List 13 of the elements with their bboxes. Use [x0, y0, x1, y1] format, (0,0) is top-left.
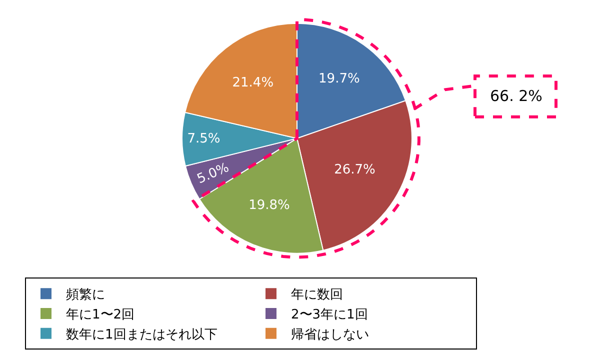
data-label: 19.8%: [248, 198, 290, 213]
data-label: 21.4%: [232, 75, 274, 90]
legend-label: 年に数回: [291, 288, 343, 303]
data-label: 7.5%: [187, 132, 220, 147]
data-label: 26.7%: [334, 162, 376, 178]
legend-label: 数年に1回またはそれ以下: [66, 327, 218, 342]
legend-label: 2〜3年に1回: [291, 308, 368, 323]
data-label: 19.7%: [318, 72, 360, 87]
data-label: 5.0%: [195, 160, 232, 188]
legend-label: 帰省はしない: [291, 327, 369, 342]
legend-label: 頻繁に: [66, 288, 105, 303]
text: 66. 2%: [490, 87, 542, 105]
legend-label: 年に1〜2回: [66, 308, 135, 323]
